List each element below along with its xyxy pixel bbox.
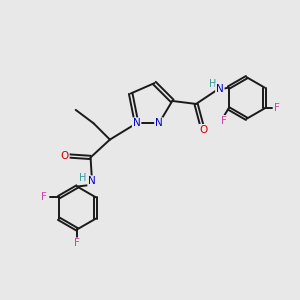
Text: N: N: [88, 176, 96, 186]
Text: F: F: [274, 103, 280, 113]
Text: H: H: [80, 173, 87, 183]
Text: O: O: [200, 125, 208, 135]
Text: N: N: [216, 84, 224, 94]
Text: F: F: [221, 116, 227, 126]
Text: N: N: [133, 118, 140, 128]
Text: O: O: [61, 151, 69, 161]
Text: F: F: [74, 238, 80, 248]
Text: N: N: [155, 118, 163, 128]
Text: H: H: [209, 79, 217, 89]
Text: F: F: [41, 192, 47, 202]
